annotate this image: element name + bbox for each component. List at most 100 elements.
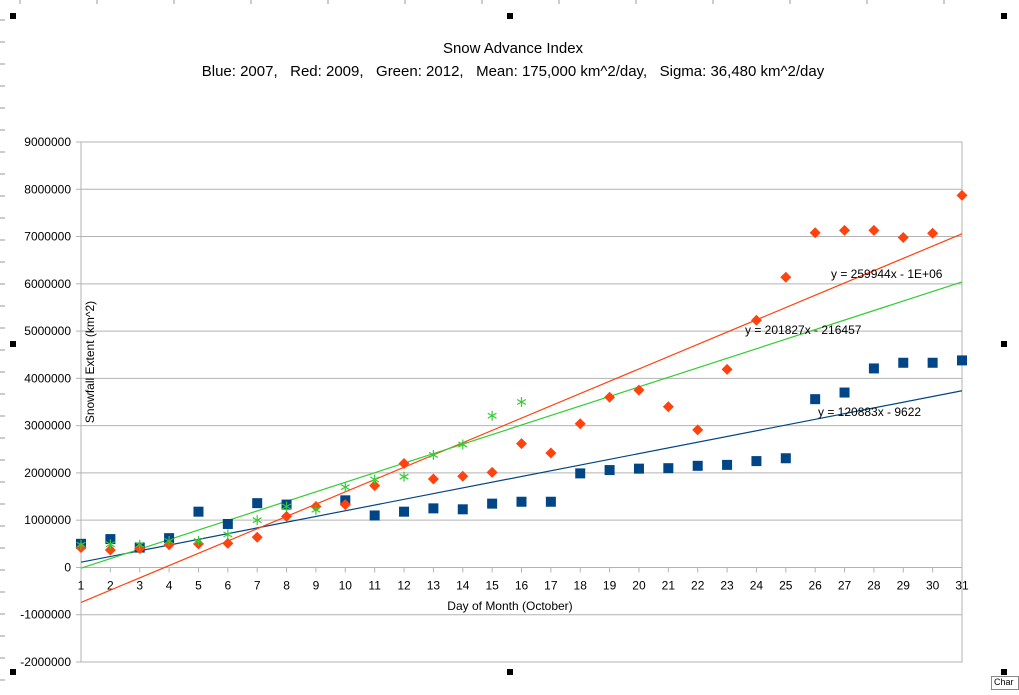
- y-tick-label: 2000000: [24, 466, 71, 480]
- y-tick-label: 1000000: [24, 513, 71, 527]
- y-tick-label: -1000000: [20, 608, 71, 622]
- data-point: [222, 537, 234, 549]
- data-point: [369, 480, 381, 492]
- x-tick-label: 13: [427, 578, 441, 592]
- x-tick-label: 25: [779, 578, 793, 592]
- x-tick-label: 3: [136, 578, 143, 592]
- x-tick-label: 29: [897, 578, 911, 592]
- y-tick-label: 6000000: [24, 277, 71, 291]
- data-point: [633, 384, 645, 396]
- y-axis-label: Snowfall Extent (km^2): [83, 301, 97, 423]
- data-point: [340, 482, 350, 493]
- x-tick-label: 9: [313, 578, 320, 592]
- data-point: [487, 498, 498, 509]
- trendline-equation: y = 201827x - 216457: [745, 323, 862, 337]
- data-point: [457, 470, 469, 482]
- data-point: [516, 438, 527, 450]
- data-point: [810, 394, 821, 405]
- chart-subtitle: Blue: 2007, Red: 2009, Green: 2012, Mean…: [202, 63, 825, 80]
- selection-handle: [507, 669, 513, 675]
- y-tick-label: 5000000: [24, 324, 71, 338]
- data-point: [223, 529, 233, 540]
- data-point: [604, 465, 615, 476]
- selection-handles: [10, 13, 1007, 675]
- data-point: [839, 387, 850, 398]
- asterisk-stroke: [428, 451, 439, 458]
- chart-title: Snow Advance Index: [443, 40, 584, 57]
- data-point: [868, 224, 880, 236]
- asterisk-stroke: [252, 517, 262, 524]
- x-tick-label: 17: [544, 578, 558, 592]
- data-point: [516, 496, 527, 507]
- data-point: [868, 363, 879, 374]
- data-point: [927, 357, 938, 368]
- x-tick-label: 6: [224, 578, 231, 592]
- data-point: [545, 447, 557, 459]
- x-tick-label: 31: [955, 578, 969, 592]
- labels: Snow Advance Index Blue: 2007, Red: 2009…: [83, 40, 825, 613]
- asterisk-stroke: [76, 541, 86, 548]
- x-tick-label: 19: [603, 578, 617, 592]
- data-point: [574, 418, 586, 430]
- data-point: [399, 506, 410, 517]
- asterisk-stroke: [399, 473, 409, 480]
- x-tick-label: 12: [397, 578, 411, 592]
- data-point: [722, 459, 733, 470]
- trendline-equation: y = 259944x - 1E+06: [831, 267, 943, 281]
- x-tick-label: 11: [368, 578, 381, 592]
- y-tick-label: 7000000: [24, 230, 71, 244]
- x-tick-label: 8: [283, 578, 290, 592]
- selection-handle: [10, 341, 16, 347]
- axes: -2000000 -1000000 0 1000000 2000000 3000000 40…: [20, 135, 969, 669]
- data-point: [780, 271, 792, 283]
- ruler-left: [0, 0, 14, 690]
- data-point: [370, 474, 380, 485]
- x-tick-label: 16: [515, 578, 529, 592]
- data-point: [339, 499, 351, 511]
- data-point: [633, 463, 644, 474]
- x-tick-label: 2: [107, 578, 114, 592]
- x-tick-label: 23: [720, 578, 734, 592]
- ruler-ticks: [0, 0, 945, 681]
- data-point: [105, 534, 116, 545]
- asterisk-stroke: [164, 537, 174, 545]
- data-point: [105, 539, 116, 550]
- x-tick-label: 7: [254, 578, 261, 592]
- asterisk-stroke: [370, 476, 380, 483]
- data-point: [369, 510, 380, 521]
- data-point: [427, 473, 439, 485]
- selection-handle: [1001, 341, 1007, 347]
- data-point: [222, 518, 233, 529]
- asterisk-stroke: [458, 441, 468, 448]
- data-point: [193, 506, 204, 517]
- x-tick-label: 27: [838, 578, 852, 592]
- asterisk-stroke: [105, 541, 116, 548]
- data-point: [750, 314, 762, 326]
- data-point: [751, 456, 762, 467]
- chart-tab[interactable]: Char: [991, 676, 1019, 690]
- data-point: [927, 227, 939, 239]
- selection-handle: [507, 13, 513, 19]
- asterisk-stroke: [340, 484, 350, 491]
- x-tick-label: 5: [195, 578, 202, 592]
- trendline-equation: y = 120883x - 9622: [818, 405, 921, 419]
- data-point: [457, 504, 468, 515]
- x-tick-label: 4: [166, 578, 173, 592]
- selection-handle: [1001, 669, 1007, 675]
- x-tick-label: 26: [808, 578, 822, 592]
- x-tick-label: 24: [750, 578, 764, 592]
- asterisk-stroke: [135, 541, 145, 548]
- data-point: [251, 531, 263, 543]
- trendlines: y = 120883x - 9622 y = 259944x - 1E+06 y =…: [80, 233, 963, 603]
- data-points: [75, 189, 968, 556]
- x-tick-label: 18: [574, 578, 588, 592]
- x-tick-label: 15: [485, 578, 499, 592]
- x-tick-label: 30: [926, 578, 940, 592]
- asterisk-stroke: [487, 412, 497, 419]
- asterisk-stroke: [223, 531, 233, 538]
- data-point: [398, 457, 410, 469]
- asterisk-stroke: [193, 537, 204, 545]
- data-point: [898, 357, 909, 368]
